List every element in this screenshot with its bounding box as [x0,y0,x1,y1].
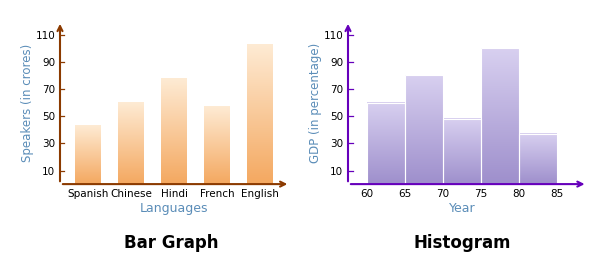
Bar [481,48,519,184]
Text: Bar Graph: Bar Graph [124,235,218,252]
Bar [443,119,481,184]
Bar [367,103,405,184]
Y-axis label: Speakers (in crores): Speakers (in crores) [21,43,34,162]
Text: Histogram: Histogram [413,235,511,252]
Bar [405,75,443,184]
X-axis label: Year: Year [449,202,475,215]
X-axis label: Languages: Languages [140,202,208,215]
Y-axis label: GDP (in percentage): GDP (in percentage) [309,42,322,163]
Bar [519,134,557,184]
